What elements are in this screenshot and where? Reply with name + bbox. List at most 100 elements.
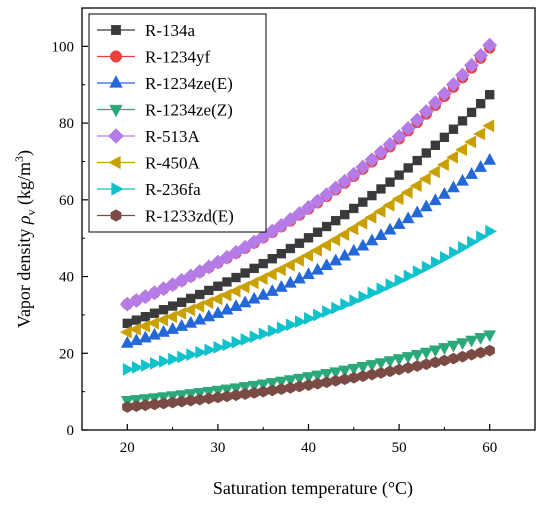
data-point [331,301,344,315]
data-point [267,324,280,338]
axis-ticks: 20 30 40 50 60 0 20 40 60 80 100 [52,39,498,456]
data-point [183,303,196,317]
y-axis-title: Vapor density ρv (kg/m3) [12,150,38,328]
data-point [313,308,325,322]
legend-marker [111,182,124,196]
data-point [436,158,449,172]
legend-marker [109,104,123,118]
data-point [283,375,297,388]
series-R-1234ze(E) [120,152,497,348]
data-point [274,376,288,389]
data-point [365,360,379,373]
data-point [410,205,424,218]
legend-marker [108,128,124,144]
legend-marker [109,75,123,88]
data-point [439,250,452,264]
data-point [467,235,480,249]
data-point [465,166,478,179]
legend-label: R-1233zd(E) [145,207,234,226]
legend-label: R-513A [145,127,201,146]
data-point [320,369,334,381]
data-point [238,382,252,395]
y-tick-label: 0 [67,423,75,439]
legend-marker [108,155,121,170]
data-point [338,365,352,378]
x-tick-label: 60 [482,440,497,456]
data-point [476,230,489,244]
data-point [392,354,406,367]
data-point [276,321,289,335]
legend-label: R-450A [145,154,201,173]
data-point [401,352,415,364]
data-point [474,160,488,172]
data-point [128,322,141,336]
data-point [347,363,361,376]
data-point [337,228,350,241]
data-point [319,238,332,252]
y-tick-label: 80 [59,116,74,132]
series-line [127,94,490,324]
data-point [220,384,234,397]
y-axis-title-prefix: Vapor density [14,224,34,328]
data-point [419,199,433,212]
data-point [311,370,324,383]
data-point [437,186,451,199]
y-axis-title-unit-exponent: 3 [12,156,26,162]
data-point [349,294,362,308]
data-point [385,278,398,292]
data-point [446,150,458,164]
data-point [401,211,415,224]
data-point [356,362,370,374]
data-point [383,356,397,369]
data-point [412,265,425,278]
data-point [328,233,341,247]
series-R-1234ze(Z) [120,330,497,408]
data-point [294,315,307,329]
data-point [409,179,422,193]
data-point [219,288,232,302]
series-R-513A [119,37,498,312]
data-point [156,313,168,327]
data-point [419,347,433,360]
data-point [373,204,386,218]
data-point [247,380,261,393]
data-point [394,274,407,287]
data-point [237,280,250,294]
data-point [447,340,460,353]
data-point [437,343,451,356]
data-point [382,198,395,212]
data-point [310,244,323,257]
series-R-236fa [122,224,498,376]
data-point [265,378,279,390]
data-point [165,310,178,324]
data-point [456,173,469,186]
data-point [358,290,371,304]
data-point [376,282,389,296]
y-axis-title-symbol: ρ [14,215,34,225]
data-point [282,258,295,272]
data-point [322,305,335,318]
data-point [346,222,359,236]
series-R-134a [122,90,495,329]
data-point [403,269,416,283]
data-point [483,152,497,165]
series-line [127,350,490,408]
y-tick-label: 100 [52,39,75,55]
y-axis-title-unit: (kg/m [14,162,35,210]
data-point [456,338,469,351]
data-point [292,253,304,267]
legend-label: R-134a [145,21,196,40]
data-point [249,330,262,344]
data-point [410,349,424,362]
data-point [258,327,271,341]
data-point [374,358,388,371]
data-point [427,165,440,179]
data-point [485,224,498,238]
data-point [255,272,268,286]
legend-box [88,13,267,233]
data-point [465,335,478,348]
data-point [329,367,343,380]
data-point [147,316,159,330]
data-point [201,296,214,310]
series-line [127,230,490,370]
